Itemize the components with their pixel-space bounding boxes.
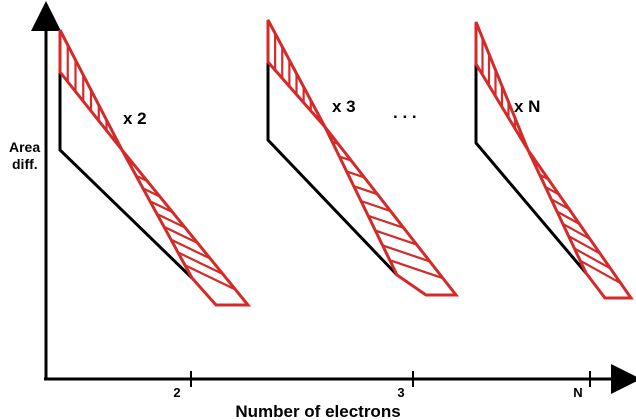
figure-1-lower-hatch xyxy=(177,251,224,275)
x-tick-label-N: N xyxy=(573,385,582,400)
ellipsis: . . . xyxy=(393,103,417,122)
figure-3-lower-hatch xyxy=(579,259,622,285)
figure-2-lower-hatch xyxy=(389,259,444,280)
multiplier-x2: x 2 xyxy=(123,109,147,128)
figure-3 xyxy=(474,21,634,300)
multiplier-xN: x N xyxy=(514,97,540,116)
x-axis-label: Number of electrons xyxy=(235,402,400,420)
figure-1 xyxy=(58,29,252,307)
figure-2-lower-hatch xyxy=(353,185,378,196)
triangle-figures xyxy=(58,19,634,307)
y-axis-label-line1: Area xyxy=(9,139,40,155)
x-tick-label-2: 2 xyxy=(173,385,180,400)
figure-1-lower-hatch xyxy=(149,200,173,213)
figure-1-lower-hatch xyxy=(135,174,148,182)
figure-1-lower-hatch xyxy=(142,187,161,198)
figure-1-lower-hatch xyxy=(128,161,136,167)
x-tick-label-3: 3 xyxy=(397,385,404,400)
figure-3-lower-hatch xyxy=(539,173,550,181)
figure-2-lower-hatch xyxy=(331,140,339,145)
figure-3-lower-hatch xyxy=(562,222,591,240)
figure-2-lower-hatch xyxy=(339,155,352,162)
figure-1-lower-hatch xyxy=(163,225,199,244)
figure-2 xyxy=(266,19,460,297)
figure-2-lower-hatch xyxy=(367,214,404,229)
y-axis-label-line2: diff. xyxy=(12,156,38,172)
figure-1-lower-hatch xyxy=(156,213,186,229)
figure-1-lower-hatch xyxy=(184,264,236,291)
figure-2-lower-hatch xyxy=(375,229,418,246)
figure-3-lower-hatch xyxy=(556,210,581,225)
figure-3-lower-hatch xyxy=(544,185,560,196)
figure-3-lower-hatch xyxy=(573,247,611,270)
figure-2-lower-hatch xyxy=(382,244,431,263)
figure-2-lower-hatch xyxy=(346,170,365,179)
figure-3-lower-hatch xyxy=(550,198,570,211)
figure-3-lower-hatch xyxy=(568,235,601,255)
figure-2-lower-hatch xyxy=(360,199,391,213)
figure-3-lower-hatch xyxy=(533,161,539,166)
multiplier-x3: x 3 xyxy=(332,97,356,116)
figure-1-lower-hatch xyxy=(170,238,211,260)
